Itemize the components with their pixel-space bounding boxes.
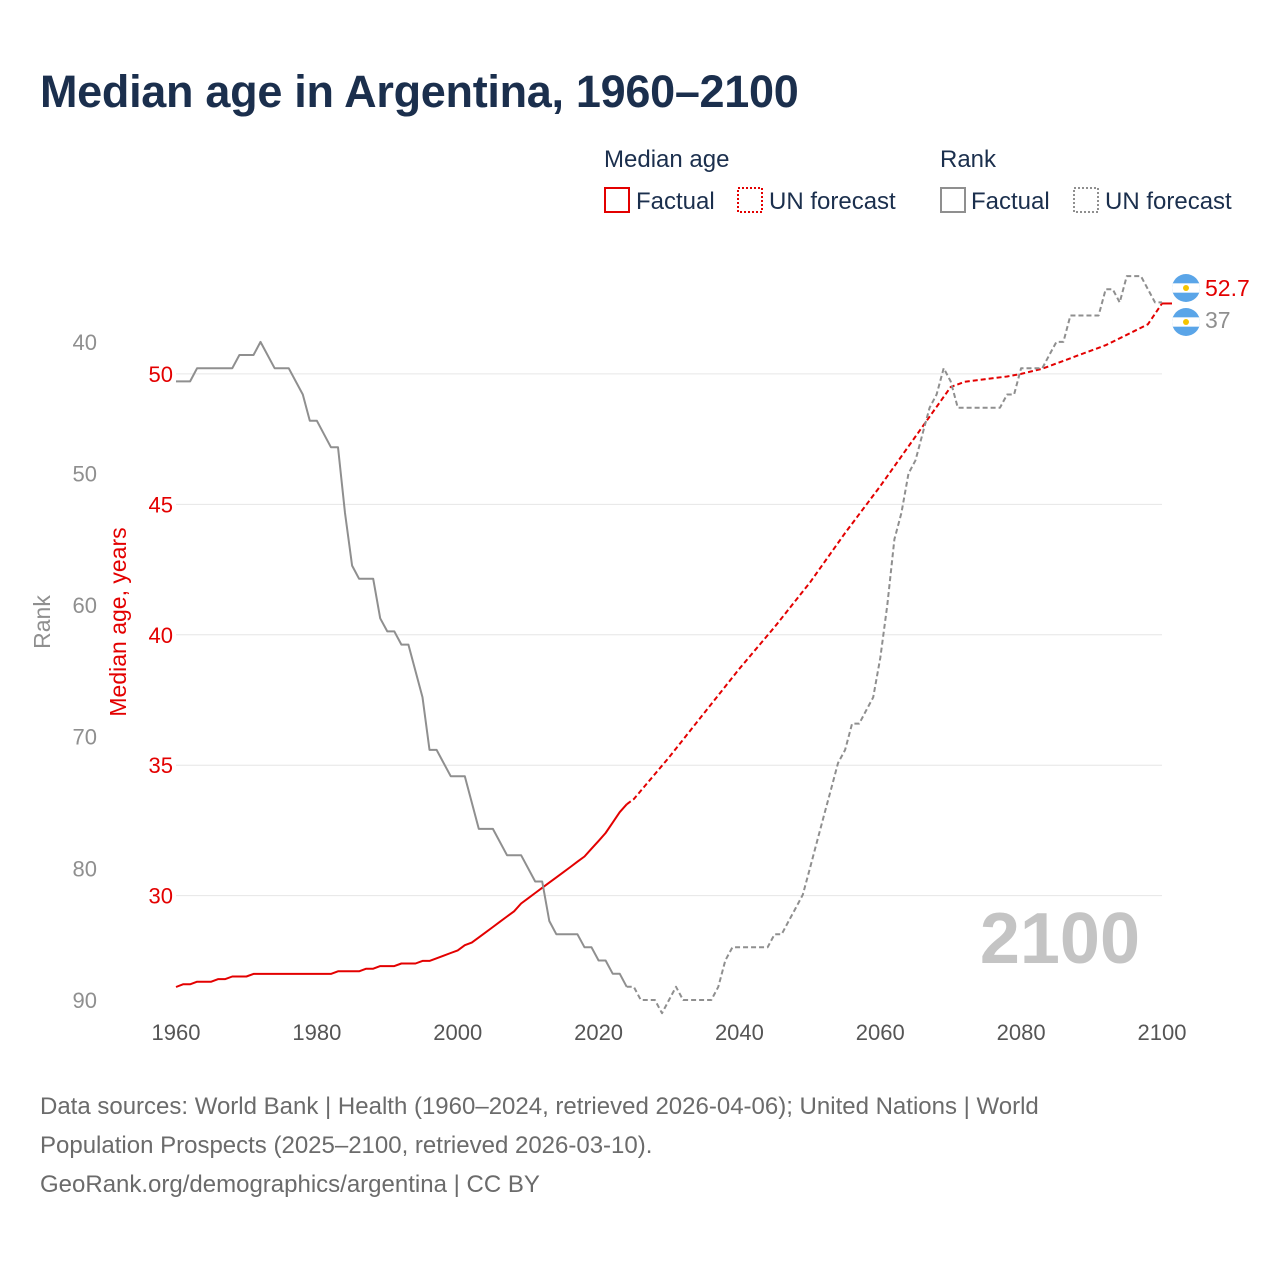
chart: Median age Rank Factual UN forecast Fact… — [29, 146, 1250, 1045]
median-age-tick-label: 45 — [149, 492, 173, 517]
median-age-tick-label: 50 — [149, 362, 173, 387]
end-marker-rank: 37 — [1172, 307, 1231, 336]
footer: Data sources: World Bank | Health (1960–… — [40, 1087, 1240, 1204]
median-age-axis-ticks: 30 35 40 45 50 — [149, 362, 173, 909]
end-label-median-age: 52.7 — [1205, 275, 1250, 301]
current-year-watermark: 2100 — [980, 899, 1140, 979]
legend-heading-median-age: Median age — [604, 146, 729, 173]
x-tick-label: 1980 — [292, 1020, 341, 1045]
axis-title-rank: Rank — [29, 595, 55, 649]
flag-sun-icon — [1183, 285, 1189, 291]
rank-tick-label: 50 — [73, 461, 97, 486]
legend-label-rank-factual: Factual — [971, 188, 1050, 215]
legend[interactable]: Median age Rank Factual UN forecast Fact… — [604, 146, 1232, 215]
legend-swatch-median-forecast — [737, 187, 763, 213]
legend-label-median-forecast: UN forecast — [769, 188, 896, 215]
series-lines — [175, 275, 1172, 1015]
median-age-forecast-line — [626, 302, 1163, 806]
rank-tick-label: 40 — [73, 330, 97, 355]
legend-label-median-factual: Factual — [636, 188, 715, 215]
end-label-rank: 37 — [1205, 307, 1231, 333]
legend-swatch-median-factual — [604, 187, 630, 213]
x-tick-label: 2060 — [856, 1020, 905, 1045]
rank-tick-label: 70 — [73, 725, 97, 750]
median-age-tick-label: 35 — [149, 753, 173, 778]
legend-label-rank-forecast: UN forecast — [1105, 188, 1232, 215]
rank-forecast-line — [626, 275, 1162, 1015]
rank-tick-label: 60 — [73, 593, 97, 618]
legend-heading-rank: Rank — [940, 146, 997, 173]
x-tick-label: 1960 — [152, 1020, 201, 1045]
axis-title-median-age: Median age, years — [105, 527, 131, 716]
end-marker-median: 52.7 — [1172, 274, 1250, 302]
x-tick-label: 2000 — [433, 1020, 482, 1045]
x-tick-label: 2100 — [1138, 1020, 1187, 1045]
x-tick-label: 2040 — [715, 1020, 764, 1045]
footer-sources-line-1: Data sources: World Bank | Health (1960–… — [40, 1093, 1039, 1120]
flag-sun-icon — [1183, 319, 1189, 325]
rank-tick-label: 80 — [73, 856, 97, 881]
x-axis-ticks: 1960 1980 2000 2020 2040 2060 2080 2100 — [152, 1020, 1187, 1045]
x-tick-label: 2080 — [997, 1020, 1046, 1045]
rank-factual-line — [176, 340, 628, 988]
median-age-tick-label: 40 — [149, 623, 173, 648]
median-age-factual-line — [175, 803, 628, 988]
footer-sources-line-2: Population Prospects (2025–2100, retriev… — [40, 1132, 653, 1159]
footer-credit-link[interactable]: GeoRank.org/demographics/argentina | CC … — [40, 1171, 540, 1198]
legend-swatch-rank-factual — [940, 187, 966, 213]
x-tick-label: 2020 — [574, 1020, 623, 1045]
median-age-tick-label: 30 — [149, 884, 173, 909]
rank-axis-ticks: 40 50 60 70 80 90 — [73, 330, 97, 1013]
chart-title: Median age in Argentina, 1960–2100 — [40, 66, 799, 117]
gridlines — [176, 373, 1162, 897]
rank-tick-label: 90 — [73, 988, 97, 1013]
legend-swatch-rank-forecast — [1073, 187, 1099, 213]
